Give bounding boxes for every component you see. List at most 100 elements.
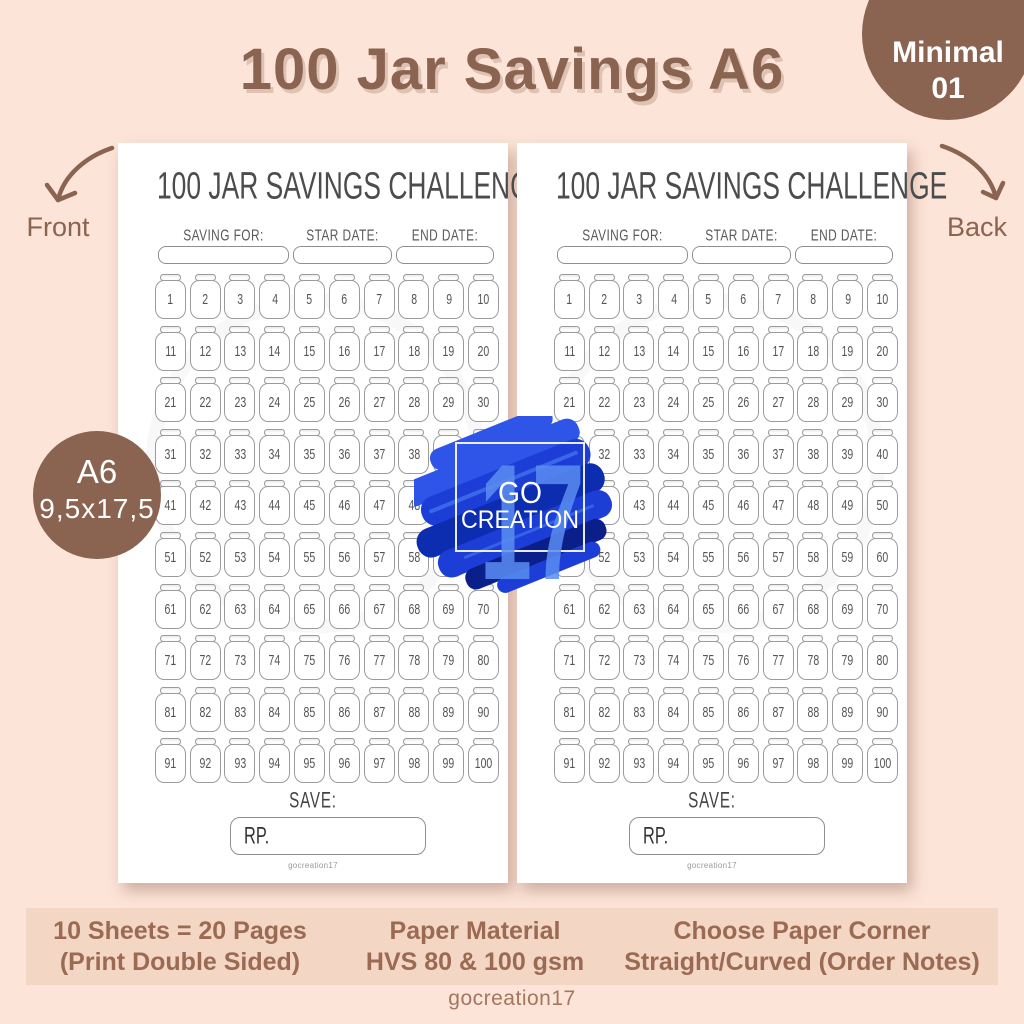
jar-number: 67 xyxy=(772,600,785,618)
jar-lid-icon xyxy=(767,531,789,539)
jar-lid-icon xyxy=(438,377,460,385)
jar-lid-icon xyxy=(229,480,251,488)
jar-number: 27 xyxy=(772,394,785,412)
jar-number: 25 xyxy=(303,394,316,412)
jar-body: 49 xyxy=(832,486,864,526)
jar-lid-icon xyxy=(628,325,650,333)
jar: 59 xyxy=(830,531,865,584)
back-label: Back xyxy=(946,212,1008,242)
jar-body: 61 xyxy=(553,589,585,629)
jar-lid-icon xyxy=(403,325,425,333)
jar-number: 38 xyxy=(807,445,819,463)
jar-body: 35 xyxy=(693,434,725,474)
jar-body: 32 xyxy=(189,434,221,474)
jar: 36 xyxy=(726,428,761,481)
jar-number: 27 xyxy=(373,394,386,412)
jar-body: 64 xyxy=(658,589,690,629)
logo-number: 17 xyxy=(480,430,585,601)
field-star-date: STAR DATE: xyxy=(692,226,791,264)
jar-lid-icon xyxy=(837,531,859,539)
jar-body: 7 xyxy=(363,280,395,319)
jar: 68 xyxy=(397,583,432,636)
jar: 78 xyxy=(796,635,831,687)
jar-lid-icon xyxy=(264,377,286,385)
jar-body: 96 xyxy=(727,744,759,784)
currency-label: RP. xyxy=(643,823,669,850)
jar: 71 xyxy=(153,635,188,687)
jar-body: 85 xyxy=(294,692,326,732)
jar-number: 58 xyxy=(408,548,420,566)
jar: 89 xyxy=(830,686,865,739)
jar-lid-icon xyxy=(159,738,181,746)
jar-lid-icon xyxy=(403,274,425,281)
jar: 64 xyxy=(656,583,691,636)
jar-lid-icon xyxy=(333,274,355,281)
jar-body: 75 xyxy=(693,641,725,681)
jar-lid-icon xyxy=(872,531,894,539)
jar: 33 xyxy=(622,428,657,481)
jar-number: 5 xyxy=(705,291,712,308)
jar-number: 45 xyxy=(702,497,715,515)
jar-number: 43 xyxy=(234,497,246,515)
jar-body: 64 xyxy=(259,589,291,629)
jar-body: 34 xyxy=(658,434,690,474)
jar-number: 10 xyxy=(876,291,889,308)
jar-number: 100 xyxy=(873,755,892,773)
jar: 49 xyxy=(830,480,865,532)
size-badge-dimensions: 9,5x17,5 xyxy=(39,493,155,524)
jar-lid-icon xyxy=(264,480,286,488)
jar-lid-icon xyxy=(229,377,251,385)
jar-lid-icon xyxy=(159,635,181,643)
jar-number: 35 xyxy=(303,445,316,463)
jar-body: 81 xyxy=(154,692,186,732)
jar-lid-icon xyxy=(159,325,181,333)
jar-body: 47 xyxy=(762,486,794,526)
jar-lid-icon xyxy=(159,428,181,436)
jar-lid-icon xyxy=(299,325,321,333)
jar: 85 xyxy=(292,686,327,739)
jar-number: 21 xyxy=(164,394,177,412)
jar-number: 2 xyxy=(601,291,608,308)
jar-number: 76 xyxy=(338,652,351,670)
jar-number: 54 xyxy=(667,548,680,566)
jar-number: 36 xyxy=(338,445,351,463)
jar-body: 91 xyxy=(154,744,186,784)
jar-lid-icon xyxy=(403,428,425,436)
jar-lid-icon xyxy=(333,377,355,385)
jar: 7 xyxy=(362,274,397,326)
jar-number: 36 xyxy=(737,445,750,463)
jar-number: 33 xyxy=(633,445,645,463)
jar-number: 34 xyxy=(667,445,680,463)
jar: 72 xyxy=(587,635,622,687)
jar: 61 xyxy=(552,583,587,636)
jar-number: 86 xyxy=(737,703,750,721)
jar-lid-icon xyxy=(732,738,754,746)
jar-number: 37 xyxy=(373,445,386,463)
jar-number: 8 xyxy=(411,291,417,308)
jar-body: 77 xyxy=(762,641,794,681)
jar: 17 xyxy=(761,325,796,378)
jar-number: 6 xyxy=(740,291,747,308)
jar-number: 34 xyxy=(268,445,281,463)
jar-body: 10 xyxy=(468,280,500,319)
jar-number: 78 xyxy=(408,652,420,670)
jar-body: 65 xyxy=(294,589,326,629)
jar: 97 xyxy=(761,738,796,790)
jar-body: 60 xyxy=(867,537,899,577)
jar: 92 xyxy=(188,738,223,790)
jar-number: 10 xyxy=(477,291,490,308)
jar-lid-icon xyxy=(264,531,286,539)
jar-body: 89 xyxy=(832,692,864,732)
jar-body: 83 xyxy=(623,692,655,732)
jar-body: 25 xyxy=(294,383,326,423)
star-date-box xyxy=(293,246,392,264)
jar-number: 3 xyxy=(636,291,642,308)
jar: 16 xyxy=(726,325,761,378)
jar-number: 70 xyxy=(876,600,889,618)
jar: 53 xyxy=(622,531,657,584)
jar-body: 11 xyxy=(154,331,186,371)
jar-lid-icon xyxy=(593,686,615,694)
jar-lid-icon xyxy=(732,531,754,539)
jar-lid-icon xyxy=(299,428,321,436)
jar-number: 5 xyxy=(306,291,313,308)
